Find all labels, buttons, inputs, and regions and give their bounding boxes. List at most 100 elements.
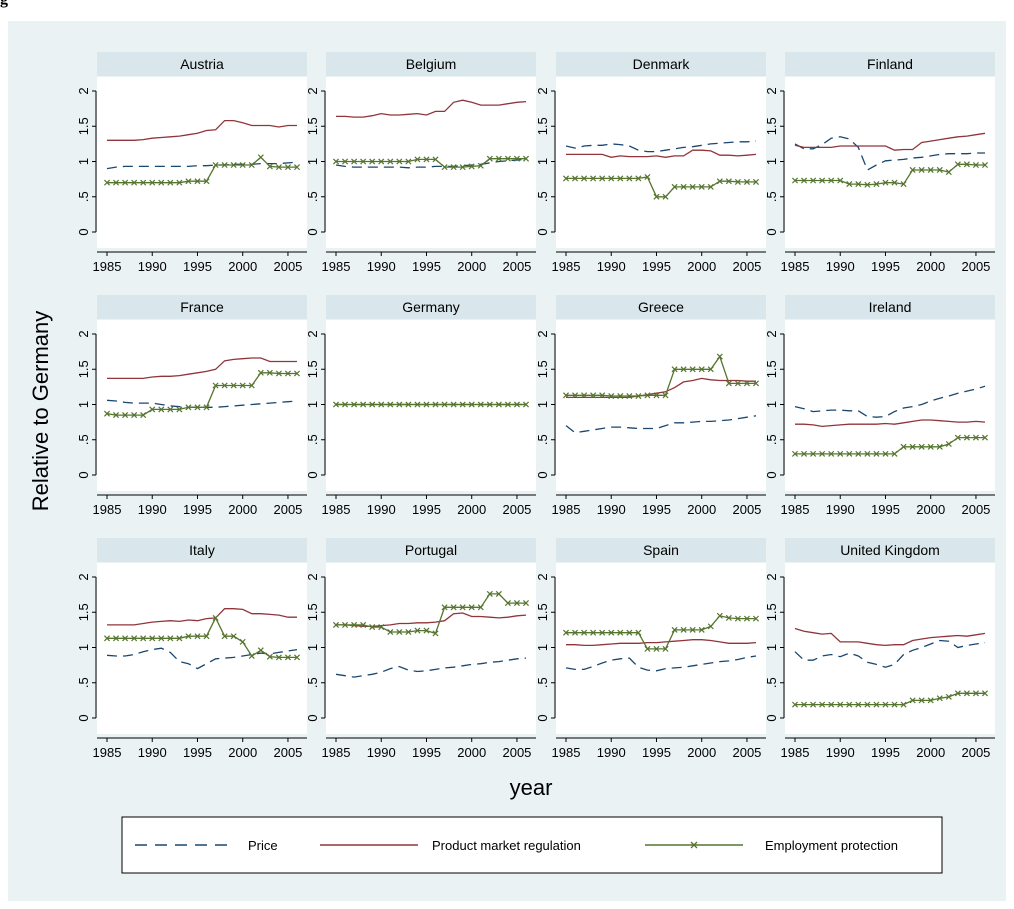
y-tick-label: 2 xyxy=(76,87,91,94)
x-tick-label: 1985 xyxy=(552,745,581,760)
x-tick-label: 2005 xyxy=(502,745,531,760)
series-line-pmr xyxy=(794,627,986,647)
series-point-epl xyxy=(617,175,624,182)
panel-ireland: Ireland 0 .5 1 1.5 2 1985 1990 1995 2000 2005 xyxy=(764,295,995,517)
panel-header xyxy=(97,538,307,562)
series-point-epl xyxy=(332,401,340,408)
series-point-epl xyxy=(284,370,291,377)
x-tick-label: 1990 xyxy=(826,745,855,760)
series-point-epl xyxy=(468,163,475,170)
y-tick-label: 1 xyxy=(764,401,779,408)
series-point-epl xyxy=(954,690,961,697)
series-point-epl xyxy=(972,162,979,169)
x-tick-label: 1985 xyxy=(552,259,581,274)
series-line-epl xyxy=(107,616,297,659)
series-point-epl xyxy=(882,701,889,708)
x-tick-label: 2000 xyxy=(687,502,716,517)
series-point-epl xyxy=(846,701,853,708)
series-point-epl xyxy=(378,401,385,408)
x-tick-label: 1985 xyxy=(781,259,810,274)
series-point-epl xyxy=(801,701,808,708)
y-tick-label: 0 xyxy=(764,228,779,235)
legend-marker xyxy=(690,841,698,849)
y-tick-label: 1 xyxy=(76,158,91,165)
y-axis-title: Relative to Germany xyxy=(28,311,53,512)
series-point-epl xyxy=(441,164,448,171)
panel-header xyxy=(326,538,536,562)
series-point-epl xyxy=(918,443,925,450)
y-tick-label: 1 xyxy=(764,644,779,651)
series-line-epl xyxy=(566,615,756,650)
series-point-epl xyxy=(459,604,466,611)
panel-title: Portugal xyxy=(405,542,457,558)
panel-header xyxy=(556,52,766,76)
y-tick-label: 1 xyxy=(535,158,550,165)
x-tick-label: 1995 xyxy=(871,502,900,517)
x-tick-label: 1995 xyxy=(871,259,900,274)
series-point-epl xyxy=(972,434,979,441)
x-tick-label: 1995 xyxy=(642,259,671,274)
series-point-epl xyxy=(891,450,898,457)
series-point-epl xyxy=(644,392,651,399)
x-tick-label: 1985 xyxy=(93,745,122,760)
plot-area xyxy=(556,320,766,491)
y-tick-label: 1 xyxy=(535,401,550,408)
series-point-epl xyxy=(635,629,642,636)
x-tick-label: 2000 xyxy=(687,259,716,274)
series-point-epl xyxy=(522,401,530,408)
panel-header xyxy=(785,52,995,76)
x-tick-label: 1990 xyxy=(826,502,855,517)
series-point-epl xyxy=(239,638,246,645)
x-tick-label: 1985 xyxy=(322,259,351,274)
series-line-epl xyxy=(795,436,985,455)
series-point-epl xyxy=(504,600,511,607)
series-point-epl xyxy=(405,158,412,165)
series-line-epl xyxy=(795,163,985,186)
series-point-epl xyxy=(103,179,111,186)
series-line-pmr xyxy=(566,639,757,647)
x-tick-label: 1990 xyxy=(138,745,167,760)
series-point-epl xyxy=(635,175,642,182)
series-point-epl xyxy=(513,600,520,607)
series-point-epl xyxy=(122,412,129,419)
series-point-epl xyxy=(122,179,129,186)
y-tick-label: .5 xyxy=(535,191,550,202)
series-point-epl xyxy=(653,392,660,399)
series-point-epl xyxy=(103,410,111,417)
series-point-epl xyxy=(167,406,174,413)
panel-header xyxy=(326,52,536,76)
x-tick-label: 1990 xyxy=(367,259,396,274)
series-point-epl xyxy=(387,401,394,408)
legend-label: Price xyxy=(248,838,278,853)
series-point-epl xyxy=(257,154,264,161)
series-point-epl xyxy=(266,369,273,376)
panel-united-kingdom: United Kingdom 0 .5 1 1.5 2 1985 1990 1995 2000 20… xyxy=(764,538,995,760)
series-point-epl xyxy=(954,161,961,168)
panel-header xyxy=(97,52,307,76)
series-point-epl xyxy=(599,392,606,399)
series-point-epl xyxy=(662,193,669,200)
panel-austria: Austria 0 .5 1 1.5 2 1985 1990 1995 2000 2005 xyxy=(76,52,307,274)
series-point-epl xyxy=(734,380,741,387)
x-tick-label: 2000 xyxy=(916,745,945,760)
x-tick-label: 2000 xyxy=(916,259,945,274)
plot-area xyxy=(326,320,536,491)
series-point-epl xyxy=(432,630,439,637)
x-tick-label: 2005 xyxy=(961,259,990,274)
x-tick-label: 2005 xyxy=(732,259,761,274)
series-point-epl xyxy=(707,366,714,373)
x-tick-label: 1985 xyxy=(93,502,122,517)
y-tick-label: 0 xyxy=(305,471,320,478)
plot-area xyxy=(97,563,307,734)
series-point-epl xyxy=(149,635,156,642)
series-line-price xyxy=(794,136,985,171)
x-tick-label: 1995 xyxy=(642,745,671,760)
series-point-epl xyxy=(743,380,750,387)
y-tick-label: 1.5 xyxy=(76,360,91,378)
series-point-epl xyxy=(423,156,430,163)
series-point-epl xyxy=(378,158,385,165)
x-tick-label: 2005 xyxy=(732,502,761,517)
series-line-price xyxy=(565,415,757,434)
series-point-epl xyxy=(873,701,880,708)
